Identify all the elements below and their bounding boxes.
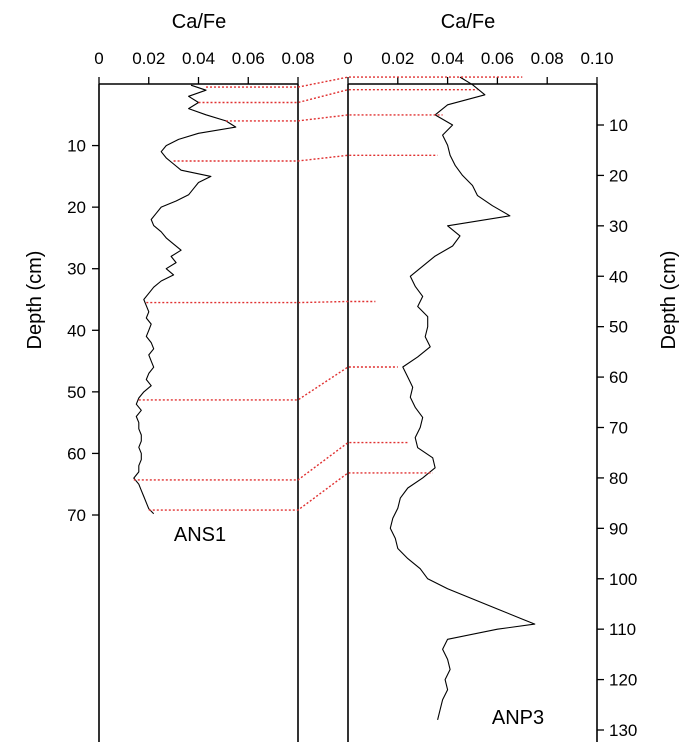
anp3-core-label: ANP3 [492, 707, 544, 729]
ans1-x-tick-label: 0.04 [182, 49, 215, 68]
anp3-y-tick-label: 40 [609, 267, 628, 286]
anp3-x-tick-label: 0.02 [381, 49, 414, 68]
correlation-line [206, 76, 523, 88]
left-title: Ca/Fe [172, 11, 226, 33]
anp3-panel: 0 0.02 0.04 0.06 0.08 0.10 10 20 30 40 50 60 70 80 90 1… [343, 49, 637, 742]
ans1-x-tick-label: 0.08 [281, 49, 314, 68]
ans1-y-tick-label: 20 [67, 198, 86, 217]
right-title: Ca/Fe [441, 11, 495, 33]
anp3-y-tick-label: 70 [609, 419, 628, 438]
anp3-y-tick-label: 90 [609, 519, 628, 538]
correlation-line [138, 366, 398, 401]
left-y-axis-label: Depth (cm) [24, 251, 46, 350]
ans1-y-tick-label: 40 [67, 321, 86, 340]
correlation-line [173, 154, 438, 162]
ans1-panel: 0 0.02 0.04 0.06 0.08 10 20 30 40 50 60 70 [67, 49, 315, 742]
ans1-y-tick-label: 60 [67, 444, 86, 463]
anp3-y-tick-label: 110 [609, 620, 636, 639]
ans1-y-tick-label: 30 [67, 260, 86, 279]
anp3-y-tick-label: 20 [609, 166, 628, 185]
anp3-y-tick-label: 10 [609, 116, 628, 135]
correlation-line [146, 300, 376, 304]
ans1-y-tick-label: 50 [67, 383, 86, 402]
anp3-y-tick-label: 30 [609, 217, 628, 236]
anp3-y-tick-label: 120 [609, 671, 637, 690]
correlation-lines [133, 76, 523, 511]
correlation-line [225, 114, 443, 122]
anp3-ca-fe-line [389, 76, 536, 721]
anp3-y-tick-label: 50 [609, 318, 628, 337]
ans1-ca-fe-line [133, 84, 237, 515]
anp3-y-tick-label: 60 [609, 368, 628, 387]
anp3-x-tick-label: 0.10 [580, 49, 613, 68]
anp3-x-tick-label: 0.04 [431, 49, 464, 68]
ans1-x-tick-label: 0.02 [132, 49, 165, 68]
ans1-y-tick-label: 10 [67, 137, 86, 156]
anp3-x-tick-label: 0.08 [531, 49, 564, 68]
ans1-y-tick-label: 70 [67, 506, 86, 525]
anp3-x-tick-label: 0.06 [481, 49, 514, 68]
anp3-y-tick-label: 100 [609, 570, 637, 589]
anp3-y-tick-label: 130 [609, 721, 637, 740]
correlation-line [198, 88, 478, 104]
ans1-x-tick-label: 0.06 [232, 49, 265, 68]
correlation-line [148, 472, 433, 511]
ans1-core-label: ANS1 [174, 524, 226, 546]
correlation-line [133, 441, 408, 481]
anp3-x-tick-label: 0 [343, 49, 352, 68]
ans1-x-tick-label: 0 [94, 49, 103, 68]
right-y-axis-label: Depth (cm) [658, 251, 680, 350]
anp3-y-tick-label: 80 [609, 469, 628, 488]
